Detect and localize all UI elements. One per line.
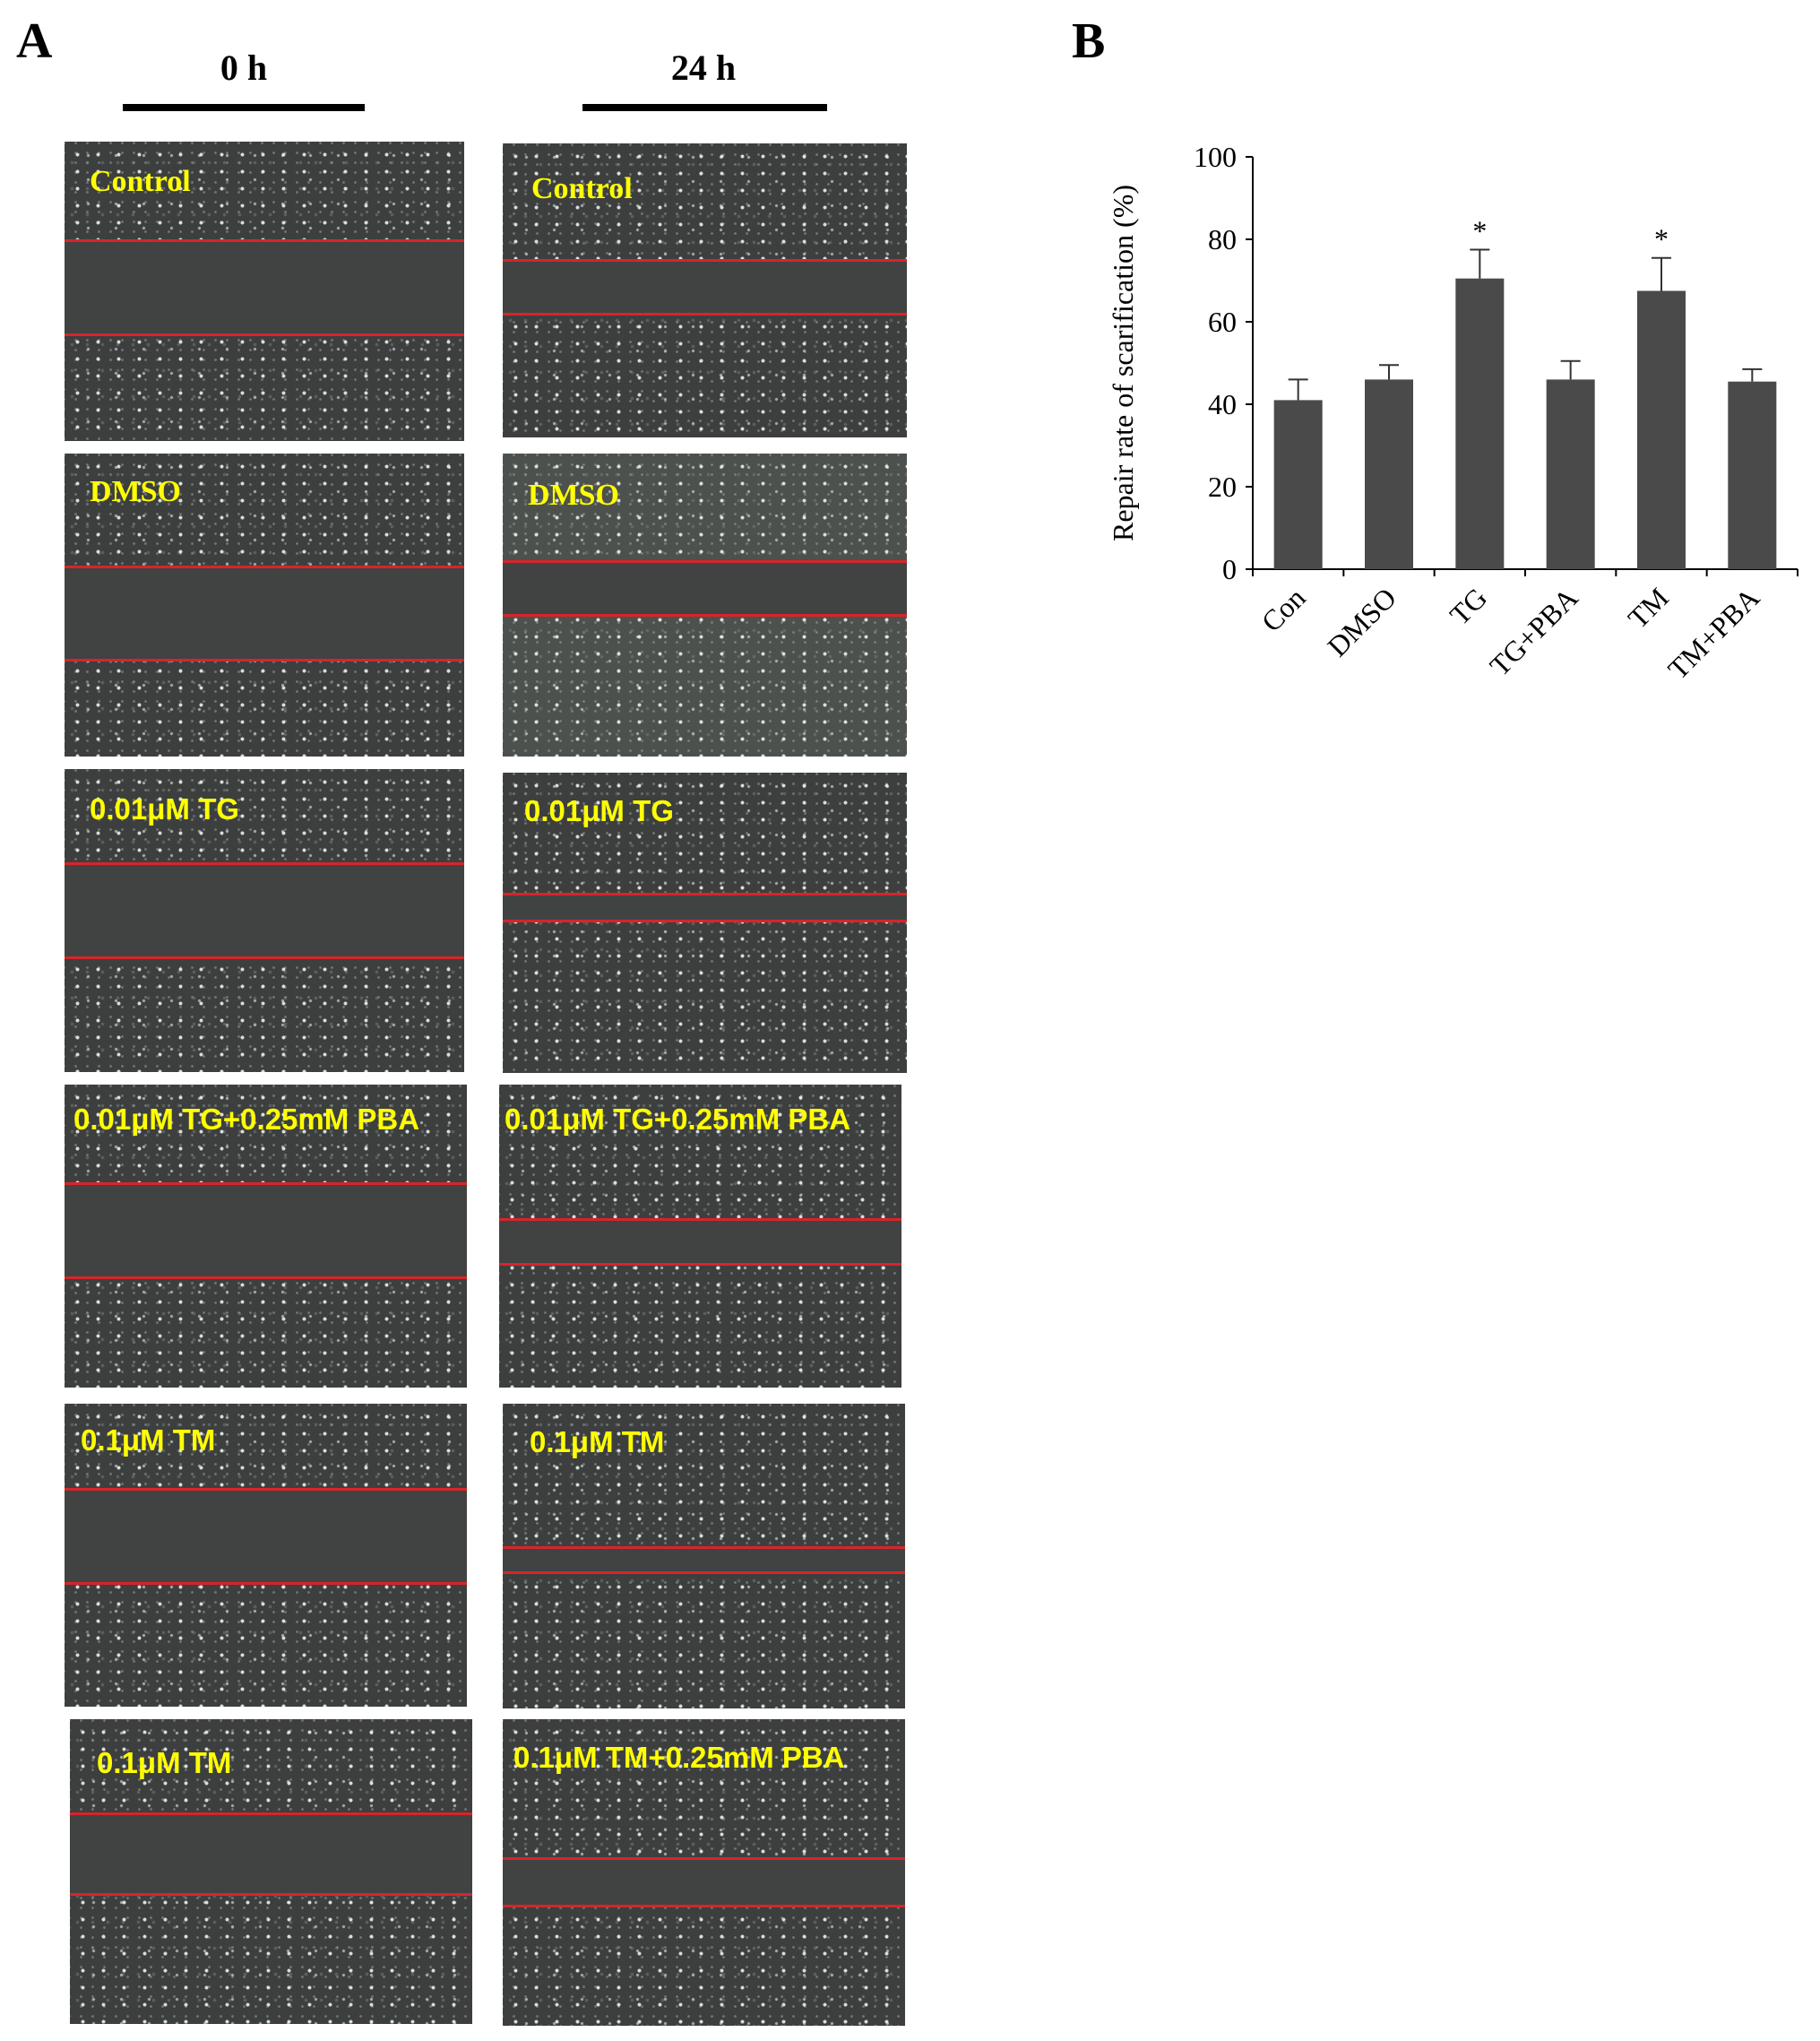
- scratch-gap: [503, 260, 907, 314]
- micrograph-label: Control: [531, 172, 633, 205]
- micrograph-24h-2: DMSO: [503, 454, 907, 757]
- micrograph-label: Control: [90, 165, 191, 198]
- bar-con: [1273, 400, 1323, 569]
- x-tick-label: TG+PBA: [1483, 581, 1583, 681]
- y-tick-label: 100: [1194, 141, 1237, 173]
- micrograph-label: 0.01μM TG: [524, 794, 674, 827]
- scratch-edge-bottom-line: [503, 313, 907, 316]
- micrograph-label: 0.01μM TG+0.25mM PBA: [73, 1103, 420, 1136]
- scratch-edge-bottom-line: [503, 614, 907, 617]
- y-tick-label: 0: [1222, 553, 1237, 585]
- micrograph-0h-2: DMSO: [65, 454, 464, 757]
- scratch-gap: [503, 1547, 905, 1572]
- panel-label-b: B: [1072, 13, 1106, 69]
- micrograph-label: DMSO: [528, 479, 619, 512]
- micrograph-24h-3: 0.01μM TG: [503, 773, 907, 1073]
- scratch-edge-bottom-line: [499, 1263, 901, 1266]
- micrograph-24h-4: 0.01μM TG+0.25mM PBA: [499, 1085, 901, 1388]
- micrograph-label: 0.01μM TG+0.25mM PBA: [505, 1103, 851, 1136]
- scratch-edge-top-line: [65, 862, 464, 865]
- scratch-edge-bottom-line: [65, 956, 464, 959]
- scratch-gap: [499, 1219, 901, 1264]
- y-tick-label: 60: [1208, 306, 1237, 338]
- y-tick-label: 80: [1208, 223, 1237, 255]
- scratch-edge-top-line: [503, 1857, 905, 1860]
- time-scale-bar-0h: [123, 104, 365, 111]
- scratch-edge-top-line: [503, 560, 907, 563]
- scratch-edge-top-line: [503, 259, 907, 262]
- micrograph-0h-4: 0.01μM TG+0.25mM PBA: [65, 1085, 467, 1388]
- scratch-gap: [65, 1489, 467, 1583]
- bar-tm: [1637, 290, 1686, 569]
- micrograph-label: 0.01μM TG: [90, 792, 239, 826]
- cell-texture: [503, 773, 907, 1073]
- scratch-edge-top-line: [65, 239, 464, 242]
- scratch-edge-bottom-line: [65, 659, 464, 662]
- x-tick-label: DMSO: [1321, 581, 1402, 662]
- bar-tg-pba: [1546, 379, 1595, 569]
- x-tick-label: TM+PBA: [1661, 581, 1765, 685]
- time-label-24h: 24 h: [670, 48, 737, 88]
- micrograph-0h-3: 0.01μM TG: [65, 769, 464, 1072]
- x-tick-label: TM: [1622, 581, 1675, 634]
- micrograph-0h-6: 0.1μM TM: [70, 1719, 472, 2024]
- scratch-gap: [65, 863, 464, 957]
- micrograph-0h-5: 0.1μM TM: [65, 1404, 467, 1707]
- panel-label-a: A: [16, 13, 53, 69]
- micrograph-label: 0.1μM TM: [530, 1425, 665, 1458]
- scratch-gap: [70, 1813, 472, 1894]
- scratch-edge-top-line: [503, 1546, 905, 1549]
- scratch-edge-top-line: [503, 893, 907, 895]
- scratch-gap: [503, 894, 907, 921]
- scratch-gap: [65, 1183, 467, 1277]
- x-tick-label: TG: [1444, 581, 1494, 631]
- scratch-edge-bottom-line: [503, 1571, 905, 1574]
- scratch-gap: [503, 1858, 905, 1906]
- scratch-gap: [65, 240, 464, 334]
- micrograph-24h-1: Control: [503, 143, 907, 437]
- bar-tm-pba: [1728, 381, 1777, 569]
- scratch-edge-bottom-line: [503, 920, 907, 922]
- micrograph-label: 0.1μM TM: [81, 1423, 216, 1457]
- y-tick-label: 20: [1208, 471, 1237, 503]
- scratch-edge-bottom-line: [70, 1893, 472, 1896]
- bar-dmso: [1365, 379, 1413, 569]
- scratch-edge-bottom-line: [503, 1905, 905, 1907]
- scratch-edge-bottom-line: [65, 333, 464, 336]
- time-label-0h: 0 h: [220, 48, 268, 88]
- scratch-edge-top-line: [70, 1812, 472, 1815]
- scratch-gap: [503, 561, 907, 615]
- scratch-edge-bottom-line: [65, 1582, 467, 1585]
- micrograph-label: 0.1μM TM+0.25mM PBA: [513, 1741, 845, 1774]
- scratch-edge-bottom-line: [65, 1276, 467, 1279]
- y-tick-label: 40: [1208, 388, 1237, 420]
- significance-marker: *: [1472, 215, 1487, 247]
- time-scale-bar-24h: [582, 104, 827, 111]
- significance-marker: *: [1654, 223, 1669, 255]
- micrograph-label: 0.1μM TM: [97, 1746, 232, 1779]
- micrograph-24h-5: 0.1μM TM: [503, 1404, 905, 1708]
- scratch-gap: [65, 566, 464, 660]
- micrograph-0h-1: Control: [65, 142, 464, 441]
- x-tick-label: Con: [1255, 581, 1311, 637]
- scratch-edge-top-line: [499, 1218, 901, 1221]
- scratch-edge-top-line: [65, 1182, 467, 1185]
- micrograph-label: DMSO: [90, 475, 181, 508]
- scratch-edge-top-line: [65, 1488, 467, 1491]
- y-axis-title: Repair rate of scarification (%): [1107, 185, 1139, 541]
- scratch-edge-top-line: [65, 566, 464, 568]
- bar-tg: [1455, 278, 1505, 569]
- micrograph-24h-6: 0.1μM TM+0.25mM PBA: [503, 1719, 905, 2026]
